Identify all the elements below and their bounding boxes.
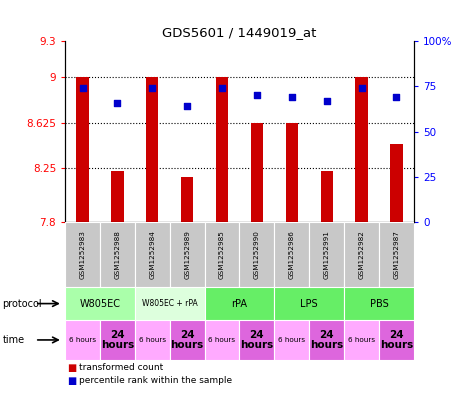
Text: rPA: rPA — [232, 299, 247, 309]
Text: ■: ■ — [67, 376, 77, 386]
Text: GSM1252988: GSM1252988 — [114, 230, 120, 279]
Text: PBS: PBS — [370, 299, 388, 309]
Bar — [390, 144, 403, 222]
Text: ■: ■ — [67, 363, 77, 373]
Text: 24
hours: 24 hours — [171, 330, 204, 350]
Bar — [65, 287, 135, 320]
Bar — [111, 171, 124, 222]
Bar — [135, 222, 170, 287]
Point — [358, 85, 365, 92]
Bar — [170, 222, 205, 287]
Bar — [205, 320, 239, 360]
Bar — [274, 287, 344, 320]
Text: 6 hours: 6 hours — [208, 337, 236, 343]
Text: GSM1252990: GSM1252990 — [254, 230, 260, 279]
Bar — [320, 171, 333, 222]
Bar — [65, 320, 100, 360]
Text: percentile rank within the sample: percentile rank within the sample — [79, 376, 232, 385]
Bar — [239, 320, 274, 360]
Point — [148, 85, 156, 92]
Text: GSM1252984: GSM1252984 — [149, 230, 155, 279]
Text: GSM1252985: GSM1252985 — [219, 230, 225, 279]
Bar — [379, 222, 414, 287]
Point — [323, 98, 331, 104]
Text: 6 hours: 6 hours — [278, 337, 306, 343]
Point — [288, 94, 296, 101]
Text: GSM1252989: GSM1252989 — [184, 230, 190, 279]
Bar — [344, 287, 414, 320]
Text: GSM1252982: GSM1252982 — [359, 230, 365, 279]
Text: 24
hours: 24 hours — [240, 330, 273, 350]
Text: 6 hours: 6 hours — [139, 337, 166, 343]
Bar — [135, 320, 170, 360]
Point — [219, 85, 226, 92]
Text: W805EC + rPA: W805EC + rPA — [142, 299, 198, 308]
Text: GSM1252986: GSM1252986 — [289, 230, 295, 279]
Text: W805EC: W805EC — [80, 299, 120, 309]
Bar — [65, 222, 100, 287]
Bar — [170, 320, 205, 360]
Bar — [76, 77, 89, 222]
Bar — [251, 123, 263, 222]
Text: 24
hours: 24 hours — [310, 330, 343, 350]
Bar — [100, 222, 135, 287]
Bar — [344, 222, 379, 287]
Point — [393, 94, 400, 101]
Text: transformed count: transformed count — [79, 364, 163, 372]
Bar — [355, 77, 368, 222]
Bar — [274, 320, 309, 360]
Bar — [286, 123, 298, 222]
Text: GSM1252987: GSM1252987 — [393, 230, 399, 279]
Bar — [239, 222, 274, 287]
Bar — [135, 287, 205, 320]
Point — [183, 103, 191, 110]
Text: GSM1252991: GSM1252991 — [324, 230, 330, 279]
Text: 6 hours: 6 hours — [69, 337, 96, 343]
Bar — [205, 222, 239, 287]
Bar — [274, 222, 309, 287]
Point — [253, 92, 260, 99]
Text: time: time — [2, 335, 25, 345]
Point — [113, 99, 121, 106]
Text: 24
hours: 24 hours — [101, 330, 134, 350]
Text: 24
hours: 24 hours — [380, 330, 413, 350]
Bar — [100, 320, 135, 360]
Bar — [205, 287, 274, 320]
Text: LPS: LPS — [300, 299, 318, 309]
Title: GDS5601 / 1449019_at: GDS5601 / 1449019_at — [162, 26, 317, 39]
Text: GSM1252983: GSM1252983 — [80, 230, 86, 279]
Bar — [309, 320, 344, 360]
Bar — [309, 222, 344, 287]
Bar — [344, 320, 379, 360]
Text: protocol: protocol — [2, 299, 42, 309]
Text: 6 hours: 6 hours — [348, 337, 375, 343]
Bar — [181, 178, 193, 222]
Bar — [379, 320, 414, 360]
Bar — [216, 77, 228, 222]
Point — [79, 85, 86, 92]
Bar — [146, 77, 159, 222]
